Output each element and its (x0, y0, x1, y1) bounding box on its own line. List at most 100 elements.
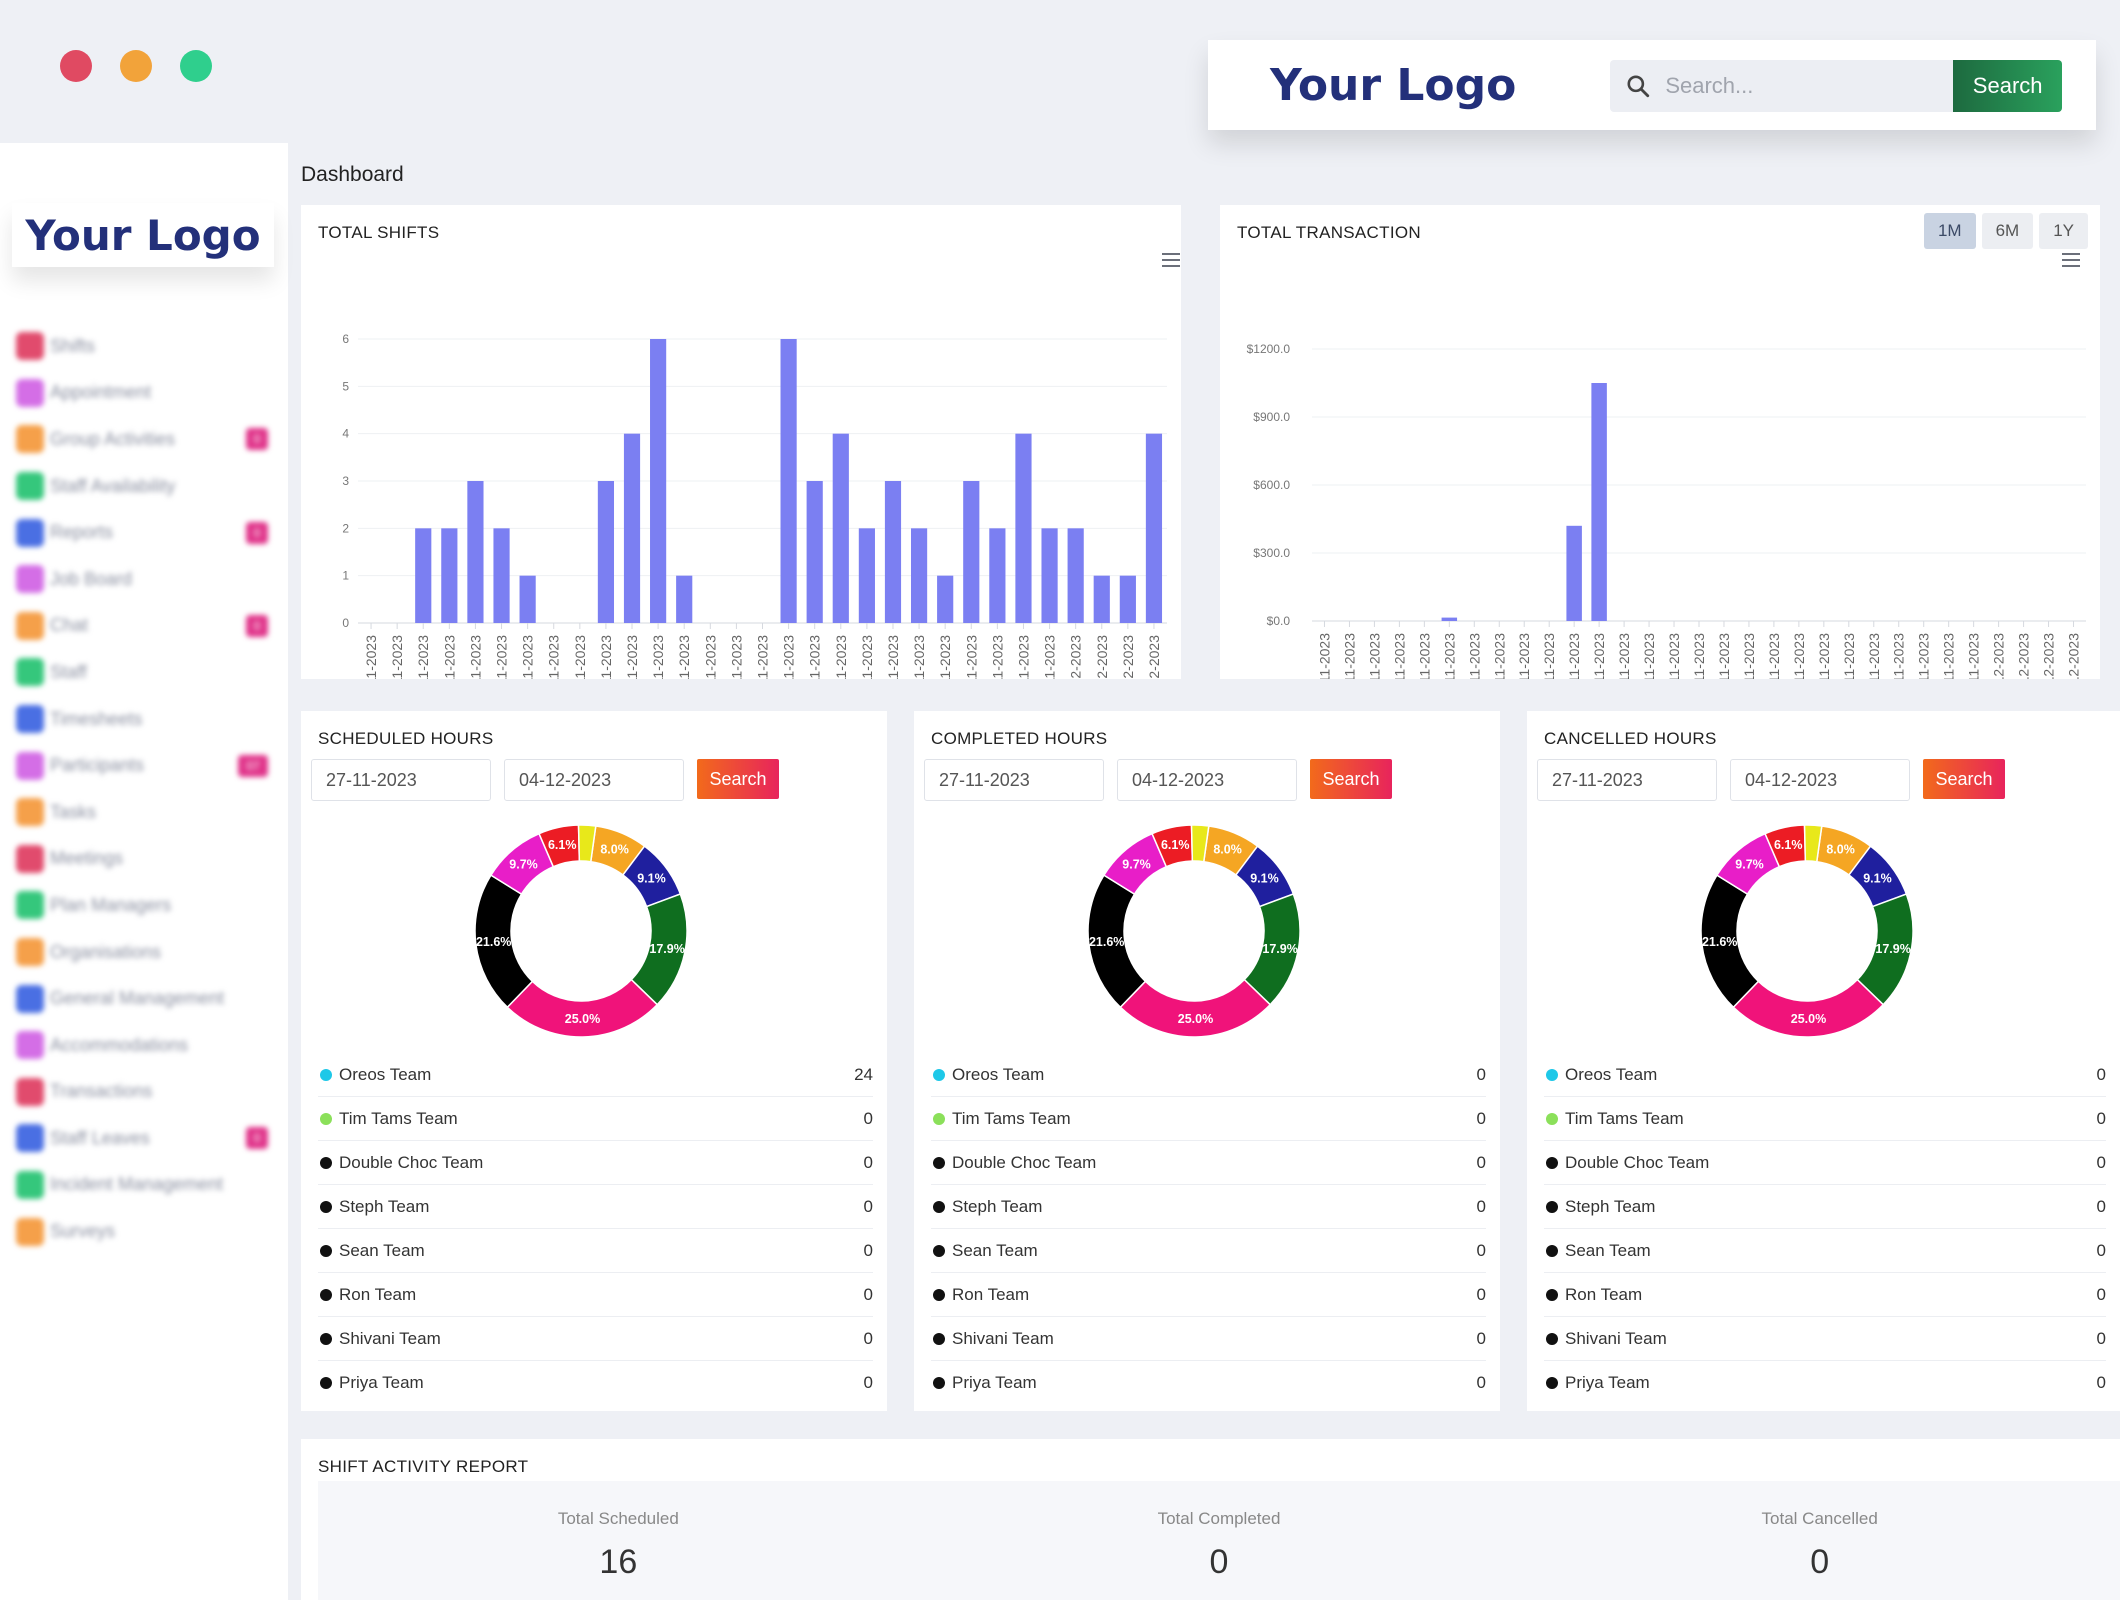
from-date-input[interactable] (1537, 759, 1717, 801)
stat-total-cancelled: Total Cancelled 0 (1519, 1481, 2120, 1600)
sidebar-item[interactable]: Accommodations (16, 1022, 272, 1069)
bar[interactable] (780, 339, 797, 623)
sidebar-item-label: Job Board (50, 568, 133, 589)
bar[interactable] (963, 481, 980, 623)
sidebar-item[interactable]: Plan Managers (16, 882, 272, 929)
x-tick-label: 01-12-2023 (1991, 633, 2007, 679)
sidebar-item[interactable]: Participants 07 (16, 742, 272, 789)
sidebar-item[interactable]: Incident Management (16, 1162, 272, 1209)
bar[interactable] (650, 339, 667, 623)
minimize-window-dot[interactable] (120, 50, 152, 82)
team-row: Ron Team 0 (931, 1273, 1486, 1317)
sidebar-item[interactable]: Surveys (16, 1208, 272, 1255)
team-name: Steph Team (339, 1196, 430, 1216)
bar[interactable] (597, 481, 615, 623)
bar[interactable] (989, 528, 1006, 623)
range-6m-button[interactable]: 6M (1981, 213, 2034, 249)
hours-search-button[interactable]: Search (1923, 759, 2005, 799)
bar[interactable] (519, 575, 536, 623)
sidebar-logo[interactable]: Your Logo (25, 210, 261, 260)
bar[interactable] (623, 433, 641, 623)
x-tick-label: 08-11-2023 (1416, 633, 1432, 679)
bar[interactable] (884, 481, 902, 623)
to-date-input[interactable] (504, 759, 684, 801)
menu-icon[interactable] (2062, 253, 2080, 267)
bar[interactable] (467, 481, 484, 623)
donut-slice[interactable] (506, 978, 659, 1038)
slice-label: 17.9% (1875, 942, 1910, 956)
team-name: Shivani Team (952, 1328, 1054, 1348)
bar[interactable] (1566, 525, 1582, 621)
bar[interactable] (1067, 528, 1084, 623)
team-row: Priya Team 0 (931, 1361, 1486, 1405)
x-tick-label: 17-11-2023 (1641, 633, 1657, 679)
x-tick-label: 29-11-2023 (1941, 633, 1957, 679)
bar[interactable] (1093, 575, 1110, 623)
bar[interactable] (832, 433, 849, 623)
range-1m-button[interactable]: 1M (1923, 213, 1976, 249)
search-input[interactable] (1665, 60, 1954, 112)
hours-donut-chart: 8.0% 9.1% 17.9% 25.0% 21.6% 9.7% 6.1% (474, 824, 688, 1038)
to-date-input[interactable] (1117, 759, 1297, 801)
team-name: Steph Team (952, 1196, 1043, 1216)
sidebar-item[interactable]: Staff Leaves 0 (16, 1115, 272, 1162)
sidebar-item-label: Appointment (50, 382, 152, 403)
donut-slice[interactable] (1119, 978, 1272, 1038)
team-value: 0 (863, 1196, 873, 1216)
hours-search-button[interactable]: Search (1310, 759, 1392, 799)
bar[interactable] (1015, 433, 1032, 623)
donut-slice[interactable] (1732, 978, 1885, 1038)
bar[interactable] (493, 528, 510, 623)
top-logo[interactable]: Your Logo (1270, 59, 1517, 111)
bar[interactable] (1591, 383, 1607, 621)
sidebar-item-badge: 07 (238, 754, 268, 777)
bar[interactable] (1441, 617, 1458, 621)
sidebar-item[interactable]: Meetings (16, 836, 272, 883)
team-dot-icon (933, 1288, 945, 1301)
donut-slice[interactable] (577, 824, 597, 863)
sidebar-item[interactable]: Job Board (16, 556, 272, 603)
x-tick-label: 16-11-2023 (1616, 633, 1632, 679)
sidebar-item[interactable]: Organisations (16, 929, 272, 976)
from-date-input[interactable] (924, 759, 1104, 801)
to-date-input[interactable] (1730, 759, 1910, 801)
team-row: Oreos Team 0 (931, 1053, 1486, 1097)
donut-slice[interactable] (1803, 824, 1823, 863)
sidebar-item[interactable]: Reports 0 (16, 509, 272, 556)
sidebar-item[interactable]: Appointment (16, 370, 272, 417)
bar[interactable] (676, 575, 693, 623)
donut-slice[interactable] (1190, 824, 1210, 863)
sidebar-item[interactable]: Transactions (16, 1069, 272, 1116)
x-tick-label: 04-12-2023 (2066, 633, 2082, 679)
bar[interactable] (1119, 575, 1136, 623)
bar[interactable] (415, 528, 432, 623)
sidebar-item[interactable]: Timesheets (16, 696, 272, 743)
sidebar-item[interactable]: Group Activities 0 (16, 416, 272, 463)
bar[interactable] (858, 528, 875, 623)
bar[interactable] (937, 575, 954, 623)
sidebar-item[interactable]: Staff Availability (16, 463, 272, 510)
x-tick-label: 25-11-2023 (911, 635, 927, 679)
sidebar-item-badge: 0 (246, 614, 268, 637)
search-button[interactable]: Search (1953, 60, 2062, 112)
sidebar-item-label: Tasks (50, 801, 97, 822)
maximize-window-dot[interactable] (180, 50, 212, 82)
sidebar-item[interactable]: Tasks (16, 789, 272, 836)
sidebar-item[interactable]: Shifts (16, 323, 272, 370)
bar[interactable] (1145, 433, 1163, 623)
menu-icon[interactable] (1162, 253, 1180, 267)
sidebar-item[interactable]: Chat 0 (16, 603, 272, 650)
bar[interactable] (1041, 528, 1058, 623)
hours-search-button[interactable]: Search (697, 759, 779, 799)
bar[interactable] (910, 528, 928, 623)
team-value: 0 (2096, 1284, 2106, 1304)
close-window-dot[interactable] (60, 50, 92, 82)
bar[interactable] (441, 528, 458, 623)
sidebar-logo-box: Your Logo (12, 203, 274, 267)
from-date-input[interactable] (311, 759, 491, 801)
bar[interactable] (806, 481, 823, 623)
sidebar-item[interactable]: Staff (16, 649, 272, 696)
sidebar-item[interactable]: General Management (16, 975, 272, 1022)
range-1y-button[interactable]: 1Y (2039, 213, 2088, 249)
x-tick-label: 27-11-2023 (963, 635, 979, 679)
